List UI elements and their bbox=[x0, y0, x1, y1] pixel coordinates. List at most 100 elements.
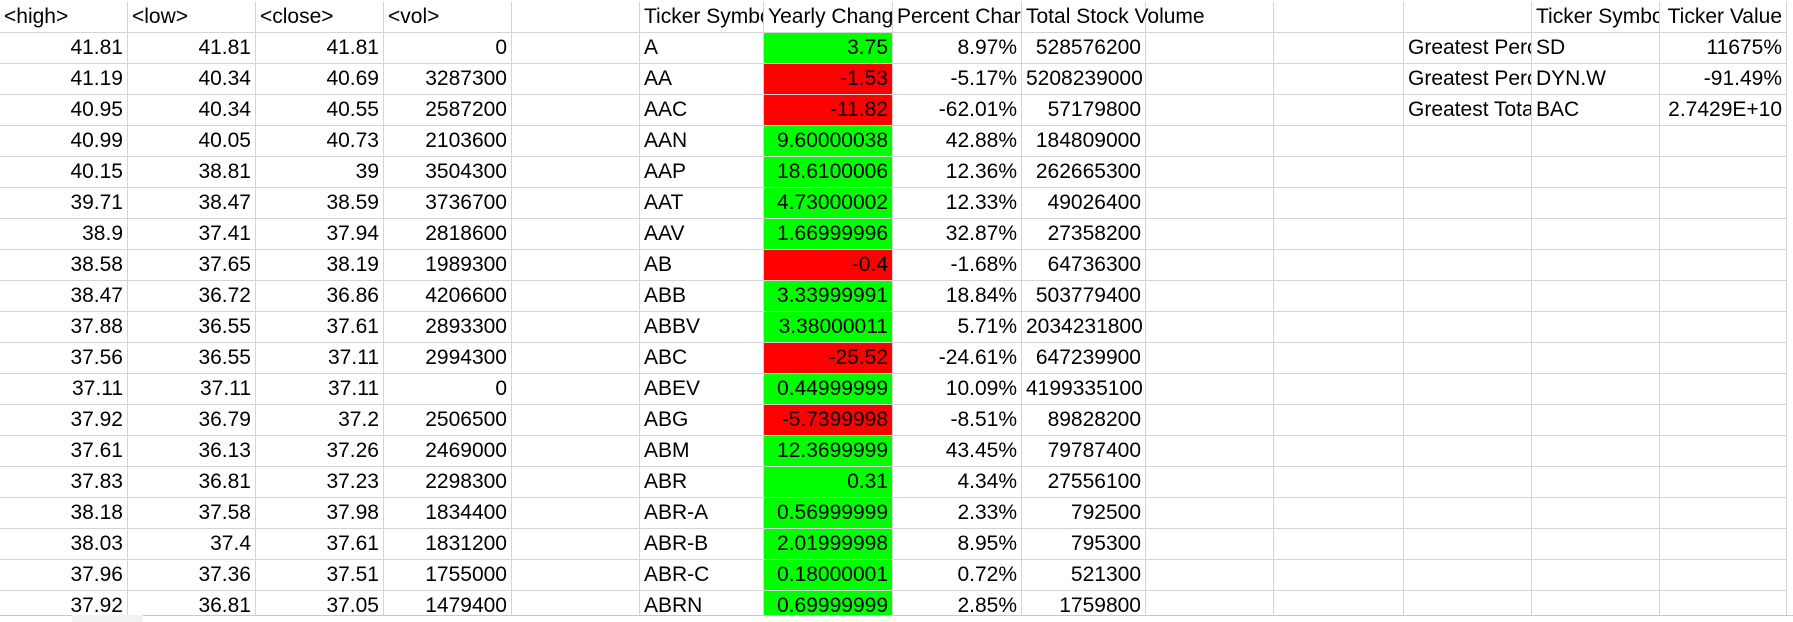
cell-percent-r8[interactable]: 18.84% bbox=[893, 281, 1022, 312]
cell-blank1-r1[interactable] bbox=[512, 64, 640, 95]
cell-blank3-r4[interactable] bbox=[1274, 157, 1404, 188]
cell-high-r5[interactable]: 39.71 bbox=[0, 188, 128, 219]
cell-blank2-r11[interactable] bbox=[1146, 374, 1274, 405]
cell-blank3-r10[interactable] bbox=[1274, 343, 1404, 374]
cell-yearly-r1[interactable]: -1.53 bbox=[764, 64, 893, 95]
cell-low-r8[interactable]: 36.72 bbox=[128, 281, 256, 312]
cell-ticker-r14[interactable]: ABR bbox=[640, 467, 764, 498]
cell-blank1-r10[interactable] bbox=[512, 343, 640, 374]
cell-yearly-r12[interactable]: -5.7399998 bbox=[764, 405, 893, 436]
cell-svalue-r17[interactable] bbox=[1660, 560, 1787, 591]
cell-blank1-r7[interactable] bbox=[512, 250, 640, 281]
cell-close-r9[interactable]: 37.61 bbox=[256, 312, 384, 343]
cell-high-r13[interactable]: 37.61 bbox=[0, 436, 128, 467]
cell-sticker-r9[interactable] bbox=[1532, 312, 1660, 343]
cell-total-r9[interactable]: 2034231800 bbox=[1022, 312, 1146, 343]
cell-blank2-r12[interactable] bbox=[1146, 405, 1274, 436]
cell-low-r0[interactable]: 41.81 bbox=[128, 33, 256, 64]
cell-blank2-r17[interactable] bbox=[1146, 560, 1274, 591]
cell-svalue-r11[interactable] bbox=[1660, 374, 1787, 405]
cell-slabel-r2[interactable]: Greatest Tota bbox=[1404, 95, 1532, 126]
cell-sticker-r12[interactable] bbox=[1532, 405, 1660, 436]
cell-slabel-r8[interactable] bbox=[1404, 281, 1532, 312]
cell-svalue-r4[interactable] bbox=[1660, 157, 1787, 188]
cell-svalue-r2[interactable]: 2.7429E+10 bbox=[1660, 95, 1787, 126]
cell-blank3-r16[interactable] bbox=[1274, 529, 1404, 560]
cell-low-r11[interactable]: 37.11 bbox=[128, 374, 256, 405]
cell-high-r15[interactable]: 38.18 bbox=[0, 498, 128, 529]
cell-high-r9[interactable]: 37.88 bbox=[0, 312, 128, 343]
cell-close-r11[interactable]: 37.11 bbox=[256, 374, 384, 405]
cell-low-r3[interactable]: 40.05 bbox=[128, 126, 256, 157]
cell-slabel-r16[interactable] bbox=[1404, 529, 1532, 560]
cell-ticker-r5[interactable]: AAT bbox=[640, 188, 764, 219]
cell-blank3-r3[interactable] bbox=[1274, 126, 1404, 157]
cell-blank1-r14[interactable] bbox=[512, 467, 640, 498]
cell-svalue-r1[interactable]: -91.49% bbox=[1660, 64, 1787, 95]
cell-blank2-r8[interactable] bbox=[1146, 281, 1274, 312]
cell-sticker-r0[interactable]: SD bbox=[1532, 33, 1660, 64]
cell-high-r11[interactable]: 37.11 bbox=[0, 374, 128, 405]
cell-vol-r5[interactable]: 3736700 bbox=[384, 188, 512, 219]
cell-blank3-r8[interactable] bbox=[1274, 281, 1404, 312]
sheet-tab-area[interactable] bbox=[0, 615, 72, 622]
cell-svalue-r0[interactable]: 11675% bbox=[1660, 33, 1787, 64]
cell-svalue-header[interactable]: Ticker Value bbox=[1660, 2, 1787, 33]
cell-yearly-r3[interactable]: 9.60000038 bbox=[764, 126, 893, 157]
cell-slabel-r6[interactable] bbox=[1404, 219, 1532, 250]
cell-percent-r1[interactable]: -5.17% bbox=[893, 64, 1022, 95]
cell-percent-r6[interactable]: 32.87% bbox=[893, 219, 1022, 250]
cell-blank2-r13[interactable] bbox=[1146, 436, 1274, 467]
cell-svalue-r12[interactable] bbox=[1660, 405, 1787, 436]
cell-percent-r4[interactable]: 12.36% bbox=[893, 157, 1022, 188]
cell-blank3-r1[interactable] bbox=[1274, 64, 1404, 95]
cell-low-r2[interactable]: 40.34 bbox=[128, 95, 256, 126]
cell-vol-r10[interactable]: 2994300 bbox=[384, 343, 512, 374]
cell-blank2-r6[interactable] bbox=[1146, 219, 1274, 250]
cell-blank2-r10[interactable] bbox=[1146, 343, 1274, 374]
cell-ticker-r16[interactable]: ABR-B bbox=[640, 529, 764, 560]
cell-ticker-r11[interactable]: ABEV bbox=[640, 374, 764, 405]
cell-yearly-r7[interactable]: -0.4 bbox=[764, 250, 893, 281]
cell-slabel-r7[interactable] bbox=[1404, 250, 1532, 281]
cell-vol-r17[interactable]: 1755000 bbox=[384, 560, 512, 591]
cell-sticker-r14[interactable] bbox=[1532, 467, 1660, 498]
cell-close-r5[interactable]: 38.59 bbox=[256, 188, 384, 219]
cell-blank3-r7[interactable] bbox=[1274, 250, 1404, 281]
cell-high-r8[interactable]: 38.47 bbox=[0, 281, 128, 312]
cell-ticker-header[interactable]: Ticker Symbo bbox=[640, 2, 764, 33]
cell-blank3-r12[interactable] bbox=[1274, 405, 1404, 436]
cell-svalue-r13[interactable] bbox=[1660, 436, 1787, 467]
cell-high-r0[interactable]: 41.81 bbox=[0, 33, 128, 64]
cell-slabel-r5[interactable] bbox=[1404, 188, 1532, 219]
cell-yearly-r17[interactable]: 0.18000001 bbox=[764, 560, 893, 591]
cell-slabel-r3[interactable] bbox=[1404, 126, 1532, 157]
cell-vol-r9[interactable]: 2893300 bbox=[384, 312, 512, 343]
cell-percent-r13[interactable]: 43.45% bbox=[893, 436, 1022, 467]
cell-blank1-r5[interactable] bbox=[512, 188, 640, 219]
cell-blank1-r13[interactable] bbox=[512, 436, 640, 467]
cell-blank2-r5[interactable] bbox=[1146, 188, 1274, 219]
cell-low-r1[interactable]: 40.34 bbox=[128, 64, 256, 95]
cell-vol-r1[interactable]: 3287300 bbox=[384, 64, 512, 95]
cell-sticker-r3[interactable] bbox=[1532, 126, 1660, 157]
cell-blank3-r14[interactable] bbox=[1274, 467, 1404, 498]
cell-high-r2[interactable]: 40.95 bbox=[0, 95, 128, 126]
cell-yearly-r11[interactable]: 0.44999999 bbox=[764, 374, 893, 405]
cell-percent-r0[interactable]: 8.97% bbox=[893, 33, 1022, 64]
cell-percent-r17[interactable]: 0.72% bbox=[893, 560, 1022, 591]
cell-high-r17[interactable]: 37.96 bbox=[0, 560, 128, 591]
cell-sticker-r10[interactable] bbox=[1532, 343, 1660, 374]
cell-ticker-r3[interactable]: AAN bbox=[640, 126, 764, 157]
cell-total-r14[interactable]: 27556100 bbox=[1022, 467, 1146, 498]
cell-sticker-r1[interactable]: DYN.W bbox=[1532, 64, 1660, 95]
cell-slabel-r15[interactable] bbox=[1404, 498, 1532, 529]
cell-close-header[interactable]: <close> bbox=[256, 2, 384, 33]
cell-yearly-header[interactable]: Yearly Chang bbox=[764, 2, 893, 33]
cell-total-r13[interactable]: 79787400 bbox=[1022, 436, 1146, 467]
cell-blank3-r2[interactable] bbox=[1274, 95, 1404, 126]
cell-blank2-r1[interactable] bbox=[1146, 64, 1274, 95]
cell-high-r3[interactable]: 40.99 bbox=[0, 126, 128, 157]
cell-vol-r13[interactable]: 2469000 bbox=[384, 436, 512, 467]
cell-total-r10[interactable]: 647239900 bbox=[1022, 343, 1146, 374]
